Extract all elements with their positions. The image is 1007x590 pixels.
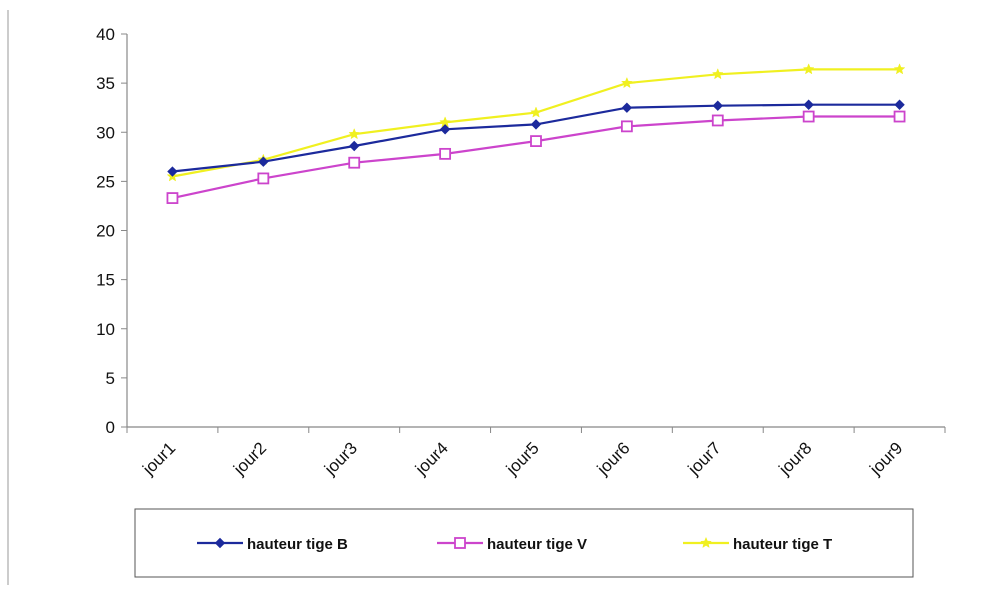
x-tick-label: jour1 — [138, 438, 179, 479]
data-point-marker — [893, 63, 906, 75]
legend-label-1: hauteur tige B — [247, 536, 348, 553]
legend: hauteur tige B hauteur tige V hauteur tige… — [134, 508, 914, 578]
data-point-marker — [711, 68, 724, 80]
x-tick-label: jour9 — [866, 438, 907, 479]
data-point-marker — [167, 166, 178, 177]
data-point-marker — [711, 114, 724, 127]
data-point-marker — [348, 128, 361, 140]
y-tick-label: 15 — [96, 271, 115, 290]
data-point-marker — [621, 76, 633, 89]
data-point-marker — [348, 156, 361, 169]
data-point-marker — [454, 537, 466, 549]
data-point-marker — [802, 110, 815, 123]
y-tick-label: 40 — [96, 25, 115, 44]
data-point-marker — [439, 147, 452, 160]
data-point-marker — [257, 172, 270, 185]
data-point-marker — [803, 99, 814, 110]
legend-box — [134, 508, 914, 578]
data-point-marker — [258, 156, 269, 167]
data-point-marker — [621, 102, 633, 113]
y-tick-label: 20 — [96, 222, 115, 241]
x-tick-label: jour4 — [411, 438, 452, 479]
data-point-marker — [802, 63, 815, 75]
data-point-marker — [530, 106, 542, 118]
data-point-marker — [712, 100, 723, 111]
x-tick-label: jour7 — [684, 438, 725, 479]
data-point-marker — [894, 99, 905, 110]
legend-label-3: hauteur tige T — [733, 536, 832, 553]
data-point-marker — [530, 119, 542, 130]
data-point-marker — [349, 140, 360, 152]
x-tick-label: jour3 — [320, 438, 361, 479]
y-tick-label: 25 — [96, 172, 115, 191]
data-point-marker — [700, 536, 712, 548]
data-point-marker — [620, 120, 633, 133]
data-point-marker — [530, 135, 542, 147]
y-tick-label: 0 — [106, 418, 115, 437]
y-tick-label: 5 — [106, 369, 115, 388]
legend-label-2: hauteur tige V — [487, 536, 587, 553]
x-tick-label: jour8 — [775, 438, 816, 479]
data-point-marker — [214, 537, 226, 549]
data-point-marker — [166, 192, 179, 204]
data-point-marker — [893, 110, 906, 123]
plot-area: 0 5 10 15 20 25 30 35 40 jour1 jour2 jour3 jour4 jour… — [96, 25, 946, 479]
x-tick-label: jour2 — [229, 438, 270, 479]
y-tick-label: 10 — [96, 320, 115, 339]
x-tick-label: jour6 — [593, 438, 634, 479]
x-tick-label: jour5 — [502, 438, 543, 479]
y-tick-label: 30 — [96, 123, 115, 142]
y-tick-label: 35 — [96, 74, 115, 93]
data-point-marker — [439, 124, 451, 135]
